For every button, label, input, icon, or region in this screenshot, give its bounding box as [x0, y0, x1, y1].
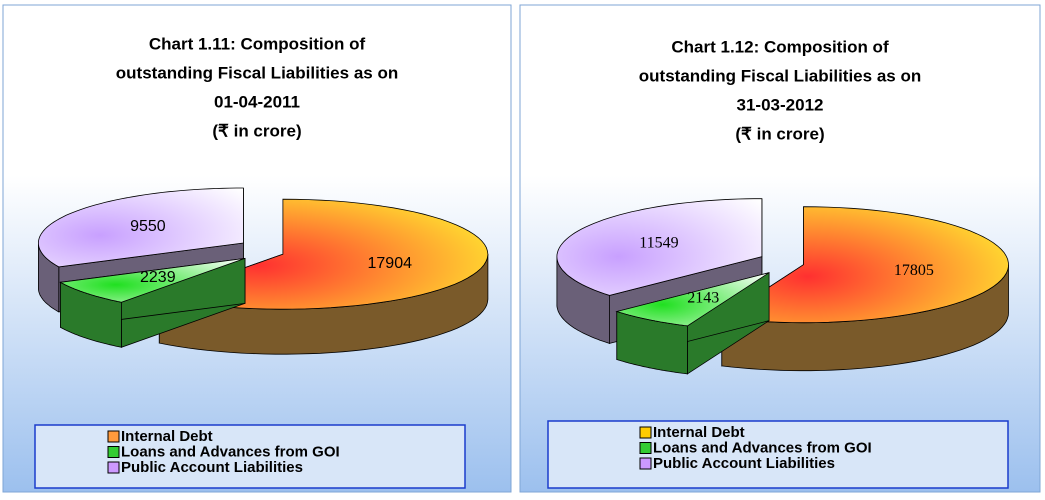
legend-label: Internal Debt [121, 428, 213, 445]
legend-swatch [639, 442, 652, 454]
chart-title: 01-04-2011 [214, 92, 300, 111]
data-label: 2239 [140, 269, 176, 286]
legend-box [34, 424, 466, 489]
legend-label: Loans and Advances from GOI [653, 439, 872, 456]
legend-swatch [107, 446, 120, 458]
legend-swatch [639, 426, 652, 439]
legend-label: Public Account Liabilities [121, 459, 303, 476]
legend-swatch [639, 457, 652, 470]
data-label: 2143 [687, 289, 719, 306]
slice [720, 206, 1009, 324]
legend-swatch [107, 430, 120, 443]
chart-title: Chart 1.12: Composition of [671, 37, 889, 56]
slice [615, 272, 770, 327]
chart-title: Chart 1.11: Composition of [149, 34, 366, 53]
legend-label: Internal Debt [653, 424, 745, 441]
chart-subtitle: (₹ in crore) [735, 124, 824, 143]
slice [59, 258, 246, 303]
chart-subtitle: (₹ in crore) [212, 121, 301, 140]
legend-box [547, 420, 1009, 489]
chart-title: outstanding Fiscal Liabilities as on [639, 66, 921, 85]
legend-swatch [107, 461, 120, 474]
slice [38, 187, 244, 268]
legend-label: Loans and Advances from GOI [121, 443, 340, 460]
legend-label: Public Account Liabilities [653, 455, 835, 472]
data-label: 17805 [894, 262, 934, 279]
slice [556, 198, 763, 296]
data-label: 9550 [130, 218, 166, 235]
data-label: 11549 [639, 234, 678, 251]
chart-title: outstanding Fiscal Liabilities as on [116, 63, 398, 82]
data-label: 17904 [368, 255, 413, 272]
chart-title: 31-03-2012 [737, 95, 824, 114]
